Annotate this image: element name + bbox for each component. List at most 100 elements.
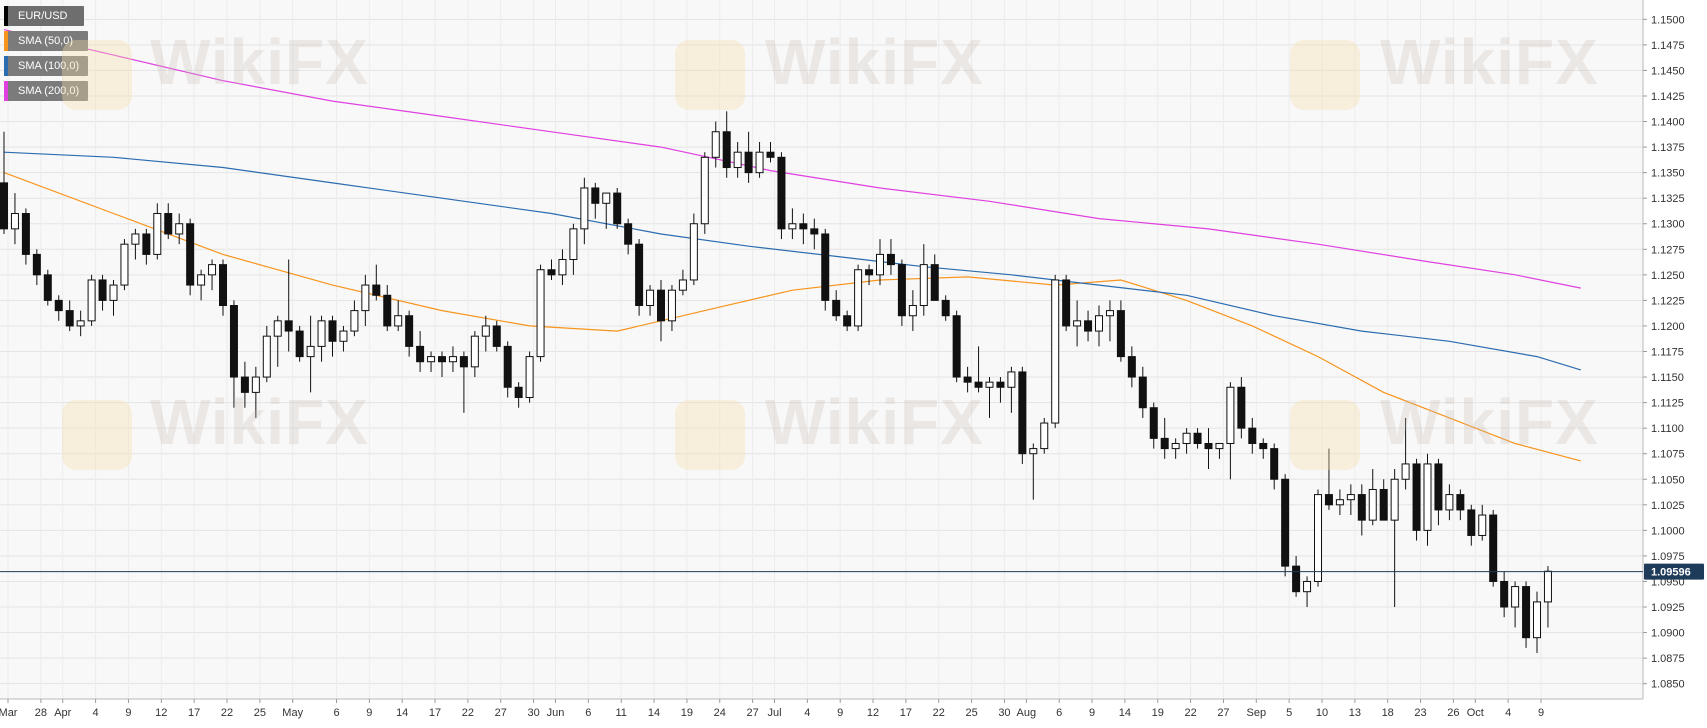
candle[interactable] [470,331,479,378]
candle[interactable] [744,131,753,183]
candle[interactable] [624,218,633,255]
candle[interactable] [941,295,950,321]
candle[interactable] [448,346,457,372]
candle[interactable] [284,259,293,352]
candles[interactable] [0,111,1552,654]
candle[interactable] [295,325,304,362]
candle[interactable] [350,300,359,337]
candle[interactable] [1270,443,1279,490]
candle[interactable] [175,213,184,245]
candle[interactable] [974,346,983,393]
candle[interactable] [1226,382,1235,480]
candle[interactable] [1040,417,1049,454]
candle[interactable] [1281,474,1290,577]
candle[interactable] [328,315,337,357]
candle[interactable] [1467,504,1476,546]
candle[interactable] [1116,300,1125,362]
candle[interactable] [985,377,994,418]
candle[interactable] [1489,509,1498,587]
candle[interactable] [667,285,676,332]
candle[interactable] [1401,417,1410,490]
candle[interactable] [766,141,775,163]
candle[interactable] [109,279,118,316]
candle[interactable] [1357,484,1366,536]
legend-item-eurusd[interactable]: EUR/USD [4,6,84,26]
candle[interactable] [21,208,30,265]
candle[interactable] [1105,300,1114,342]
candle[interactable] [306,315,315,393]
candle[interactable] [1029,443,1038,500]
candle[interactable] [1018,366,1027,464]
candle[interactable] [1259,438,1268,459]
candle[interactable] [1335,489,1344,516]
candle[interactable] [646,285,655,316]
candle[interactable] [459,351,468,413]
candle[interactable] [569,223,578,275]
candle[interactable] [678,269,687,296]
candle[interactable] [1182,428,1191,454]
candle[interactable] [886,239,895,275]
candle[interactable] [547,259,556,280]
candle[interactable] [1445,484,1454,521]
candle[interactable] [240,361,249,408]
candle[interactable] [492,320,501,352]
candle[interactable] [952,310,961,383]
candle[interactable] [1533,591,1541,654]
candle[interactable] [383,285,392,332]
candle[interactable] [503,341,512,398]
candle[interactable] [865,264,874,286]
candle[interactable] [1500,571,1509,618]
candle[interactable] [1084,310,1093,342]
candle[interactable] [1073,300,1082,347]
candle[interactable] [1204,428,1213,470]
candle[interactable] [777,152,786,240]
candle[interactable] [32,249,41,286]
candle[interactable] [613,187,622,229]
candle[interactable] [1215,442,1224,459]
candle[interactable] [657,279,665,342]
candle[interactable] [1149,402,1158,449]
candle[interactable] [98,274,107,311]
candle[interactable] [1193,428,1202,449]
candle[interactable] [996,377,1005,403]
candle[interactable] [54,295,63,321]
candle[interactable] [1478,504,1487,541]
candle[interactable] [186,218,195,296]
candle[interactable] [197,269,206,301]
candle[interactable] [1390,469,1399,608]
candle[interactable] [580,177,589,245]
candle[interactable] [43,269,52,306]
candle[interactable] [427,351,436,372]
candle[interactable] [1127,346,1136,388]
candle[interactable] [416,331,425,372]
candle[interactable] [317,315,326,362]
candle[interactable] [1379,479,1388,521]
candle[interactable] [1007,366,1016,413]
candle[interactable] [1412,458,1421,541]
candle[interactable] [635,239,644,316]
candle[interactable] [602,192,611,229]
candle[interactable] [1434,458,1443,526]
candle[interactable] [142,228,151,265]
candle[interactable] [438,351,446,378]
candle[interactable] [361,274,370,326]
candle[interactable] [405,310,414,357]
candle[interactable] [919,244,928,316]
candle[interactable] [1522,581,1531,648]
candle[interactable] [689,213,698,286]
candle[interactable] [1346,484,1355,516]
candle[interactable] [1314,489,1322,587]
candle[interactable] [153,203,162,260]
candle[interactable] [1248,417,1257,454]
candle[interactable] [372,264,381,301]
candle[interactable] [0,131,8,234]
candle[interactable] [87,274,96,326]
candle[interactable] [1456,489,1465,521]
candle[interactable] [854,264,863,332]
legend-item-sma100[interactable]: SMA (100,0) [4,56,88,76]
candle[interactable] [832,290,841,321]
candle[interactable] [219,259,227,316]
candle[interactable] [799,213,808,245]
candle[interactable] [339,325,348,352]
